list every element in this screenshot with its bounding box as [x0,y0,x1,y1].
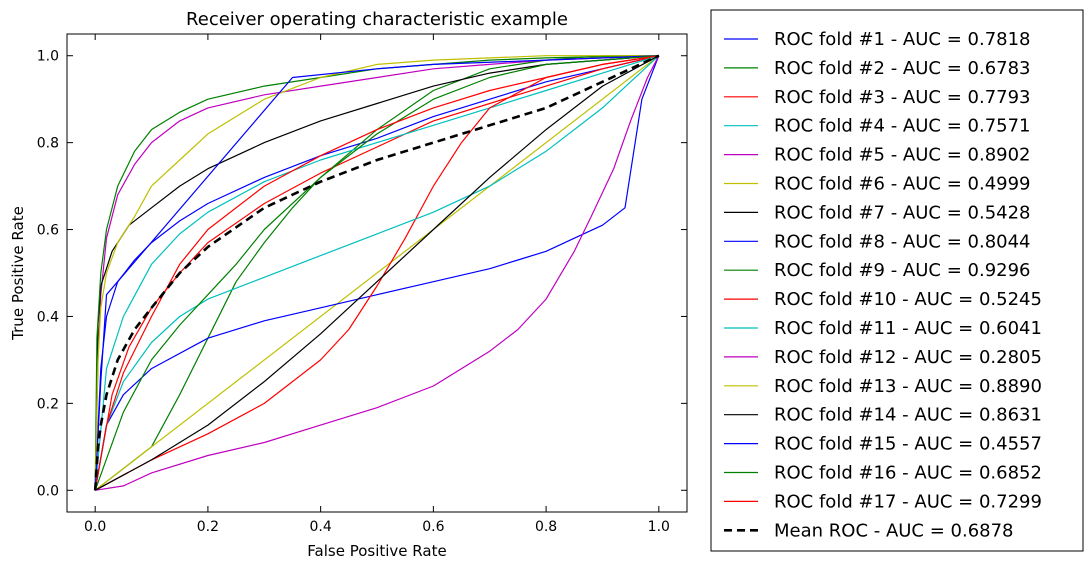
axis-ticks: 0.0 0.2 0.4 0.6 0.8 1.0 0.0 0.2 0.4 0.6 0.8 1.0 [37,34,687,535]
series-line-13 [94,55,659,491]
legend-label: ROC fold #6 - AUC = 0.4999 [774,174,1031,195]
legend-label: ROC fold #13 - AUC = 0.8890 [774,376,1042,397]
legend: ROC fold #1 - AUC = 0.7818 ROC fold #2 - … [710,9,1084,552]
series-line-14 [94,55,660,491]
legend-label: ROC fold #16 - AUC = 0.6852 [774,463,1042,484]
series-line-2 [94,55,659,491]
legend-label: ROC fold #4 - AUC = 0.7571 [774,116,1031,137]
legend-label: ROC fold #3 - AUC = 0.7793 [774,87,1031,108]
y-tick-label: 0.4 [37,309,59,325]
series-line-16 [94,55,659,491]
legend-label: ROC fold #2 - AUC = 0.6783 [774,58,1031,79]
legend-label: ROC fold #15 - AUC = 0.4557 [774,434,1042,455]
series-line-3 [94,55,659,491]
series-line-9 [94,55,659,491]
legend-label: ROC fold #7 - AUC = 0.5428 [774,202,1031,223]
y-tick-label: 0.2 [37,396,59,412]
x-tick-label: 0.4 [310,519,332,535]
legend-label: ROC fold #11 - AUC = 0.6041 [774,318,1042,339]
x-tick-label: 0.2 [197,519,219,535]
series-line-15 [94,55,659,491]
x-tick-label: 0.6 [422,519,444,535]
y-tick-label: 0.8 [37,136,59,152]
series-line-7 [94,55,659,491]
legend-label: ROC fold #5 - AUC = 0.8902 [774,145,1031,166]
x-axis-label: False Positive Rate [307,542,446,560]
series-line-11 [94,55,660,491]
y-tick-label: 0.0 [37,483,59,499]
series-line-6 [94,55,660,491]
x-tick-label: 0.0 [84,519,106,535]
chart-title: Receiver operating characteristic exampl… [186,9,568,30]
series-line-17 [94,55,659,491]
legend-frame [710,9,1084,552]
legend-label: ROC fold #10 - AUC = 0.5245 [774,289,1042,310]
y-axis-label: True Positive Rate [9,206,27,341]
legend-label: ROC fold #17 - AUC = 0.7299 [774,491,1042,512]
legend-label: ROC fold #14 - AUC = 0.8631 [774,405,1042,426]
series-line-18 [93,54,660,491]
y-tick-label: 0.6 [37,223,59,239]
series-line-12 [95,55,660,491]
x-tick-label: 1.0 [648,519,670,535]
plot-frame [66,33,688,513]
series-line-5 [94,55,659,491]
x-tick-label: 0.8 [535,519,557,535]
legend-label: ROC fold #9 - AUC = 0.9296 [774,260,1031,281]
legend-label: ROC fold #12 - AUC = 0.2805 [774,347,1042,368]
legend-label: ROC fold #8 - AUC = 0.8044 [774,231,1031,252]
legend-label: Mean ROC - AUC = 0.6878 [774,520,1014,541]
y-tick-label: 1.0 [37,49,59,65]
plot-lines [93,54,660,491]
legend-label: ROC fold #1 - AUC = 0.7818 [774,29,1031,50]
series-line-10 [94,55,659,491]
series-line-1 [94,55,659,491]
